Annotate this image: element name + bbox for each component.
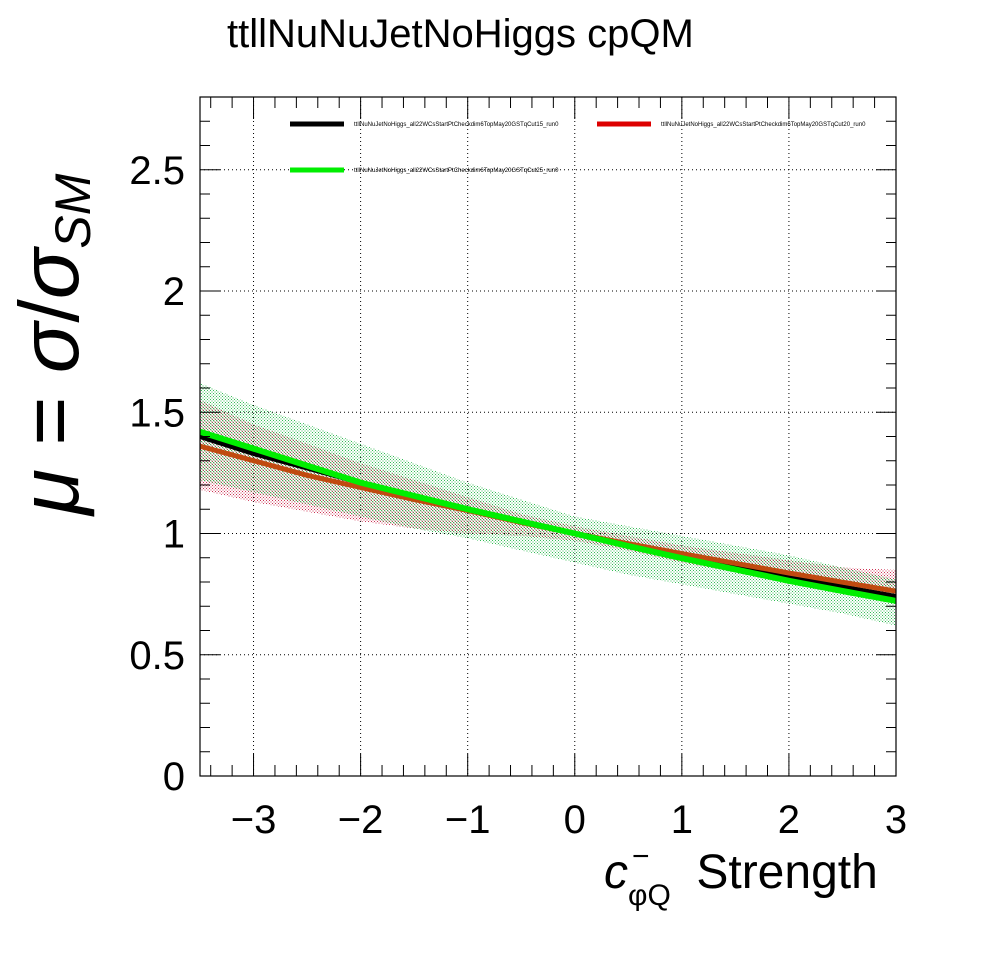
- y-tick-label: 2.5: [129, 149, 185, 193]
- chart-title: ttllNuNuJetNoHiggs cpQM: [227, 12, 694, 56]
- y-label-slash: /: [2, 299, 96, 323]
- x-tick-label: 1: [671, 798, 693, 842]
- x-tick-label: 3: [885, 798, 907, 842]
- series-lines: [200, 428, 896, 604]
- axes: [199, 96, 897, 777]
- y-label-sm: SM: [45, 173, 101, 248]
- x-tick-label: −2: [338, 798, 384, 842]
- y-tick-label: 0.5: [129, 634, 185, 678]
- series-line-qcut25: [200, 428, 896, 604]
- y-tick-label: 1.5: [129, 391, 185, 435]
- x-tick-label: 0: [564, 798, 586, 842]
- x-label-superscript: −: [632, 840, 650, 873]
- x-tick-label: −1: [445, 798, 491, 842]
- y-tick-label: 2: [163, 270, 185, 314]
- x-label-suffix: Strength: [683, 846, 878, 899]
- y-label-sigma: σ: [2, 319, 96, 373]
- legend-label: ttllNuNuJetNoHiggs_all22WCsStartPtCheckd…: [354, 122, 559, 128]
- x-label-symbol: c: [604, 846, 628, 899]
- y-label-sigma2: σ: [2, 245, 96, 299]
- legend-label: ttllNuNuJetNoHiggs_all22WCsStartPtCheckd…: [354, 168, 559, 174]
- legend: ttllNuNuJetNoHiggs_all22WCsStartPtCheckd…: [290, 121, 866, 174]
- y-axis-label: μ = σ/σSM: [2, 173, 101, 517]
- x-axis-label: c − φQ Strength: [604, 840, 878, 912]
- svg-text:c: c: [604, 846, 628, 899]
- legend-label: ttllNuNuJetNoHiggs_all22WCsStartPtCheckd…: [661, 122, 866, 128]
- x-tick-label: 2: [778, 798, 800, 842]
- tick-labels: −3 −2 −1 0 1 2 3 0 0.5 1 1.5 2 2.5: [129, 149, 907, 842]
- x-label-subscript: φQ: [628, 879, 671, 912]
- svg-text:μ = σ/σSM: μ = σ/σSM: [2, 173, 101, 517]
- error-bands: [200, 383, 896, 626]
- x-tick-label: −3: [231, 798, 277, 842]
- legend-item-qcut15: ttllNuNuJetNoHiggs_all22WCsStartPtCheckd…: [290, 121, 559, 128]
- legend-item-qcut20: ttllNuNuJetNoHiggs_all22WCsStartPtCheckd…: [597, 121, 866, 128]
- y-tick-label: 1: [163, 513, 185, 557]
- y-label-equals: =: [2, 373, 96, 469]
- y-label-mu: μ: [2, 469, 96, 517]
- legend-item-qcut25: ttllNuNuJetNoHiggs_all22WCsStartPtCheckd…: [290, 167, 559, 174]
- y-tick-label: 0: [163, 755, 185, 799]
